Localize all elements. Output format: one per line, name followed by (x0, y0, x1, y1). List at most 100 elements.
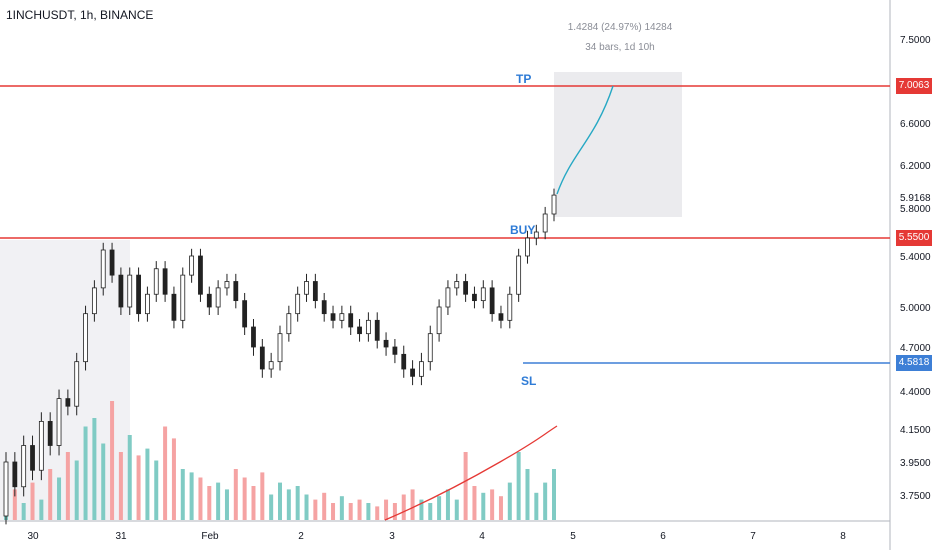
tp-label: TP (516, 72, 532, 86)
volume-bar (224, 489, 229, 520)
volume-bar (233, 469, 238, 520)
candle-body (136, 274, 141, 315)
volume-bar (278, 482, 282, 520)
volume-bar (260, 472, 265, 520)
candle-body (198, 255, 203, 295)
candle-body (109, 249, 115, 276)
candle-body (56, 398, 62, 446)
x-axis-labels: 30 31 Feb 2 3 4 5 6 7 8 (27, 531, 846, 542)
volume-bar (410, 489, 415, 520)
volume-bar (507, 482, 512, 520)
volume-bar (375, 506, 380, 520)
volume-bar (207, 486, 212, 520)
candle-body (12, 461, 18, 488)
volume-bar (490, 489, 495, 520)
volume-bar (516, 452, 521, 520)
volume-bar (83, 426, 88, 520)
candle-body (516, 255, 522, 295)
candle-body (277, 333, 283, 363)
volume-bar (366, 503, 371, 520)
candle-body (304, 281, 309, 295)
volume-bar (392, 503, 397, 520)
volume-bar (39, 499, 44, 520)
candle-body (454, 281, 460, 289)
candle-body (542, 213, 548, 233)
candle-body (445, 287, 451, 308)
candle-body (507, 293, 513, 321)
candle-body (65, 398, 71, 407)
candle-body (91, 287, 97, 315)
candle-body (21, 445, 27, 488)
volume-bar (401, 494, 406, 520)
candle-body (525, 237, 530, 257)
volume-bar (21, 503, 26, 520)
volume-bar (384, 499, 389, 520)
candle-body (533, 231, 539, 239)
volume-bar (313, 499, 318, 520)
candle-body (118, 274, 124, 308)
volume-bar (242, 477, 247, 520)
candle-body (463, 281, 469, 295)
candle-body (383, 339, 389, 348)
y-tick: 4.1500 (900, 425, 931, 436)
candle-body (498, 313, 504, 321)
volume-bar (180, 469, 185, 520)
volume-bar (251, 486, 256, 520)
y-tick: 5.4000 (900, 252, 931, 263)
candle-body (348, 313, 354, 328)
y-tick: 4.4000 (900, 387, 931, 398)
volume-bar (481, 492, 486, 520)
volume-bar (419, 499, 424, 520)
candle-body (224, 281, 230, 289)
y-tick: 5.8000 (900, 204, 931, 215)
volume-bar (357, 499, 362, 520)
candle-body (436, 306, 442, 335)
volume-bar (498, 496, 503, 520)
y-tick: 6.2000 (900, 161, 931, 172)
candle-body (162, 268, 168, 295)
buy-price-tag: 5.5500 (896, 230, 932, 246)
x-tick: 31 (115, 531, 127, 542)
candle-body (100, 249, 106, 289)
candle-body (472, 293, 477, 302)
x-tick: Feb (201, 531, 219, 542)
symbol-label: 1INCHUSDT, 1h, BINANCE (6, 8, 154, 22)
candle-body (489, 287, 495, 315)
volume-bar (30, 482, 35, 520)
y-axis-labels: 7.5000 6.6000 6.2000 5.8000 5.4000 5.000… (900, 35, 931, 502)
volume-bar (269, 494, 274, 520)
volume-bar (154, 460, 159, 520)
candle-body (83, 313, 88, 363)
candle-body (189, 255, 195, 276)
y-tick: 4.7000 (900, 343, 931, 354)
volume-bar (57, 477, 62, 520)
sl-label: SL (521, 374, 537, 388)
candle-body (206, 293, 212, 308)
x-tick: 4 (479, 531, 485, 542)
volume-bar (118, 452, 123, 520)
candle-body (330, 313, 336, 321)
volume-bar (463, 452, 468, 520)
volume-bar (534, 492, 539, 520)
y-tick: 6.6000 (900, 119, 931, 130)
candle-body (38, 420, 44, 471)
volume-bar (48, 469, 53, 520)
volume-bar (216, 482, 221, 520)
last-price-label: 5.9168 (900, 193, 931, 204)
candle-body (401, 353, 407, 370)
candle-body (259, 346, 265, 370)
volume-bar (437, 496, 442, 520)
volume-bar (171, 438, 176, 520)
x-tick: 3 (389, 531, 395, 542)
y-tick: 5.0000 (900, 303, 931, 314)
volume-bar (92, 418, 97, 520)
y-tick: 7.5000 (900, 35, 931, 46)
measure-line-2: 34 bars, 1d 10h (585, 42, 655, 53)
candle-body (171, 293, 177, 321)
measure-box (554, 72, 682, 217)
candle-body (410, 368, 415, 377)
candle-body (295, 293, 301, 315)
measure-line-1: 1.4284 (24.97%) 14284 (567, 22, 673, 33)
volume-bar (163, 426, 168, 520)
